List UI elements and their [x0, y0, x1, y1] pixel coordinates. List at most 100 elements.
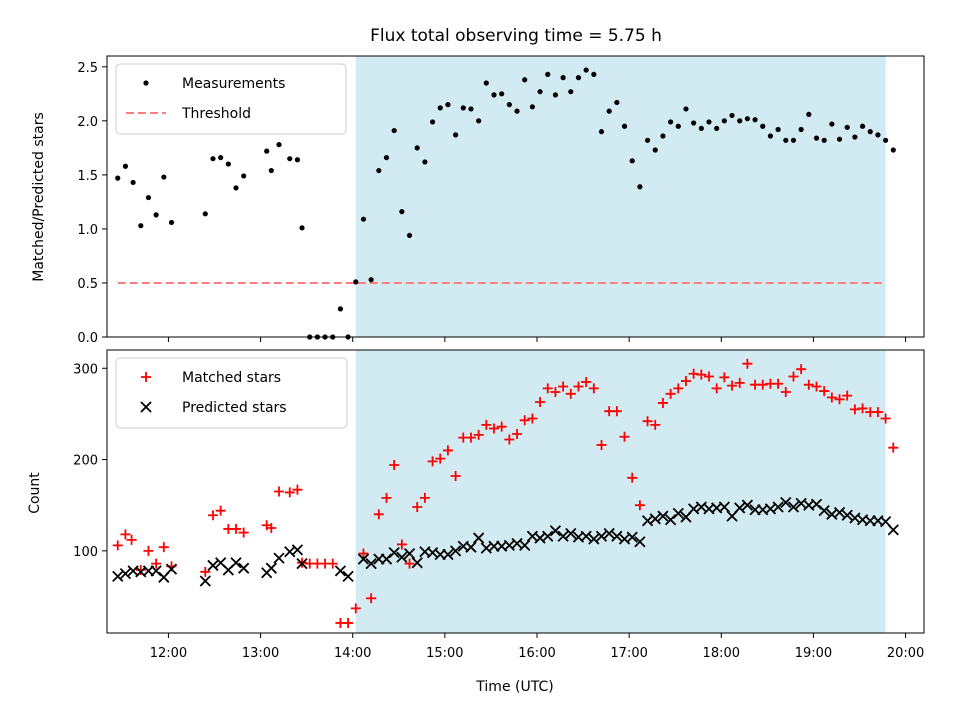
measurement-point — [560, 75, 566, 81]
matched-star-point — [473, 429, 484, 440]
measurement-point — [652, 147, 658, 153]
measurement-point — [844, 124, 850, 130]
measurement-point — [360, 216, 367, 222]
bottom-legend-label: Predicted stars — [182, 400, 287, 416]
measurement-point — [821, 137, 827, 143]
matched-star-point — [842, 390, 853, 401]
measurement-point — [264, 148, 270, 154]
measurement-point — [468, 106, 474, 112]
measurement-point — [737, 118, 743, 124]
measurement-point — [130, 179, 136, 186]
matched-star-point — [788, 371, 799, 382]
predicted-star-point — [273, 552, 285, 564]
predicted-star-point — [442, 548, 454, 561]
measurement-point — [460, 105, 466, 111]
predicted-star-point — [296, 557, 308, 570]
predicted-star-point — [810, 498, 823, 510]
top-panel: 0.0 0.5 1.0 1.5 2.0 2.5 Measurements Threshold — [77, 55, 925, 346]
predicted-star-point — [230, 557, 242, 569]
predicted-star-point — [557, 530, 569, 542]
measurement-point — [399, 209, 405, 215]
measurement-point — [276, 142, 282, 148]
predicted-star-point — [119, 568, 132, 580]
predicted-star-point — [841, 509, 853, 521]
x-tick-label: 17:00 — [610, 646, 647, 661]
measurement-point — [606, 108, 612, 114]
predicted-star-point — [833, 506, 846, 519]
measurement-point — [514, 108, 520, 114]
measurement-point — [153, 212, 159, 218]
top-y-tick-label: 0.5 — [77, 277, 98, 292]
measurement-point — [202, 211, 208, 217]
matched-star-point — [200, 566, 211, 577]
matched-star-point — [773, 378, 784, 389]
x-tick-label: 14:00 — [334, 646, 371, 661]
matched-star-point — [120, 529, 131, 540]
predicted-star-point — [449, 545, 462, 557]
measurement-point — [445, 102, 451, 108]
measurement-point — [122, 163, 129, 169]
x-tick-label: 15:00 — [426, 646, 463, 661]
measurement-point — [414, 145, 420, 151]
measurement-point — [368, 277, 374, 283]
x-tick-label: 19:00 — [795, 646, 832, 661]
matched-star-point — [588, 383, 599, 394]
matched-star-point — [381, 492, 392, 503]
matched-star-point — [442, 445, 453, 456]
predicted-star-point — [365, 557, 377, 570]
predicted-star-point — [165, 563, 178, 575]
measurement-point — [706, 119, 712, 125]
matched-star-point — [834, 394, 845, 405]
matched-star-point — [811, 381, 822, 392]
predicted-star-point — [207, 559, 219, 572]
top-y-tick-label: 2.0 — [77, 115, 98, 130]
measurement-point — [287, 156, 293, 162]
predicted-star-point — [626, 531, 638, 543]
predicted-star-point — [542, 530, 554, 542]
measurement-point — [422, 159, 428, 165]
measurement-point — [598, 129, 605, 135]
bottom-panel: 100 200 300 12:00 13:00 14:00 15:00 16:00 17:00 1… — [73, 349, 925, 661]
measurement-point — [268, 167, 274, 174]
top-y-tick-label: 2.5 — [77, 61, 98, 76]
measurement-point — [644, 137, 651, 143]
measurement-point — [790, 137, 797, 143]
predicted-star-point — [380, 553, 393, 565]
matched-star-point — [366, 593, 377, 604]
measurement-point — [575, 75, 582, 81]
matched-star-point — [596, 439, 607, 450]
measurement-point — [806, 111, 812, 117]
predicted-star-point — [718, 501, 730, 513]
matched-star-point — [627, 472, 638, 483]
matched-star-point — [465, 432, 476, 443]
measurement-point — [852, 134, 858, 140]
measurement-point — [783, 137, 789, 143]
legend-predicted-marker — [140, 401, 152, 413]
measurement-point — [744, 116, 750, 122]
x-tick-label: 16:00 — [518, 646, 555, 661]
measurement-point — [241, 173, 247, 179]
top-legend-box — [115, 63, 347, 135]
matched-star-point — [611, 406, 622, 417]
predicted-star-point — [396, 551, 408, 563]
measurement-point — [161, 174, 167, 180]
predicted-star-point — [265, 562, 277, 574]
predicted-star-point — [657, 510, 669, 522]
matched-star-point — [657, 397, 668, 408]
top-observing-span — [355, 56, 886, 337]
matched-star-point — [619, 431, 630, 442]
matched-star-point — [435, 453, 446, 464]
matched-star-point — [504, 434, 515, 445]
bottom-legend: Matched stars Predicted stars — [115, 357, 348, 429]
matched-star-point — [412, 502, 423, 513]
matched-star-point — [565, 388, 576, 399]
matched-star-point — [634, 500, 645, 511]
measurement-point — [621, 123, 628, 129]
top-legend-label: Threshold — [181, 106, 251, 122]
measurement-point — [583, 67, 589, 73]
measurement-point — [218, 154, 224, 161]
measurement-point — [568, 89, 574, 95]
measurement-point — [429, 119, 436, 125]
matched-star-point — [826, 392, 837, 403]
